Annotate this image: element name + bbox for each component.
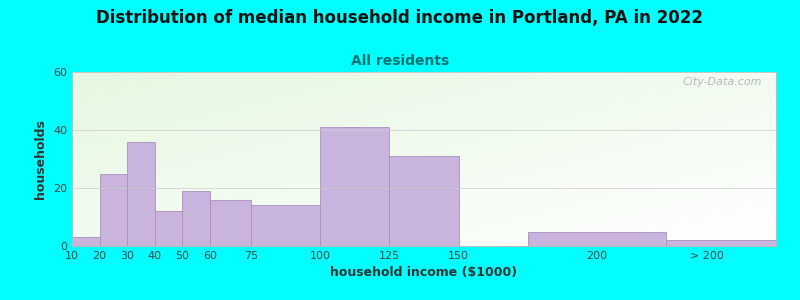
Bar [72,237,100,246]
Text: Distribution of median household income in Portland, PA in 2022: Distribution of median household income … [97,9,703,27]
Bar [321,127,390,246]
Bar [155,211,182,246]
Bar [251,206,321,246]
Bar [390,156,458,246]
Text: City-Data.com: City-Data.com [682,77,762,87]
X-axis label: household income ($1000): household income ($1000) [330,266,518,279]
Bar [100,173,127,246]
Bar [210,200,251,246]
Text: All residents: All residents [351,54,449,68]
Bar [666,240,776,246]
Y-axis label: households: households [34,119,47,199]
Bar [127,142,155,246]
Bar [527,232,666,246]
Bar [182,191,210,246]
